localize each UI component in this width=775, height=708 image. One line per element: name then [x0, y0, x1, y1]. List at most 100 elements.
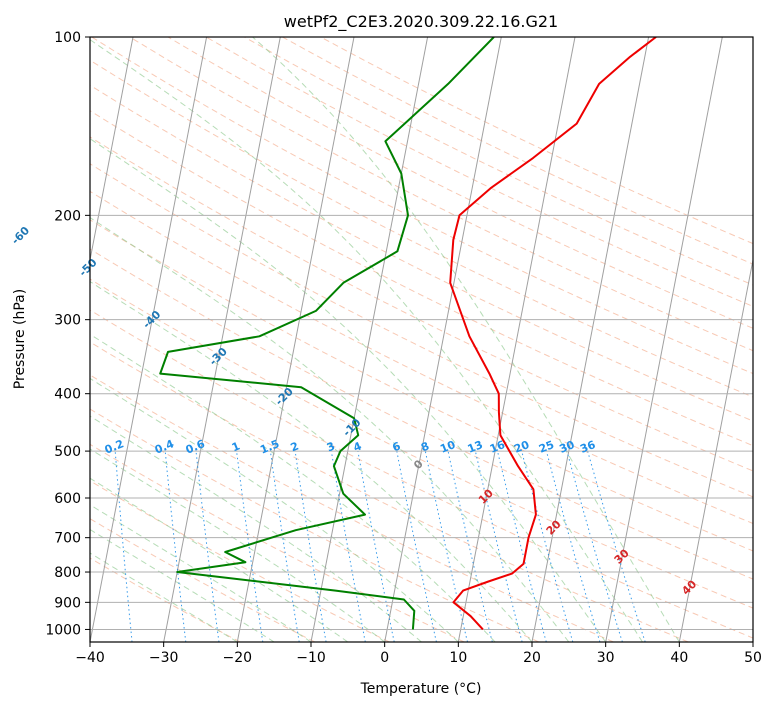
x-axis-label: Temperature (°C)	[360, 681, 482, 697]
dry-adiabat	[90, 480, 390, 642]
dry-adiabat	[90, 518, 315, 642]
mixing-ratio-label: 0.2	[103, 437, 126, 456]
mixing-ratio-line	[474, 450, 523, 642]
dry-adiabat	[90, 443, 465, 642]
isotherm-label: 0	[411, 457, 426, 472]
chart-title: wetPf2_C2E3.2020.309.22.16.G21	[284, 12, 558, 32]
mixing-ratio-label: 10	[438, 438, 457, 456]
isotherm-label: -40	[140, 308, 163, 331]
y-tick-label: 300	[54, 313, 81, 329]
isotherm	[310, 37, 429, 642]
isotherm	[384, 37, 502, 642]
dry-adiabat	[205, 37, 753, 307]
in-plot-labels: -100-90-80-70-60-50-40-30-20-10010203040…	[9, 224, 700, 598]
isotherm	[90, 37, 134, 263]
mixing-ratio-label: 0.6	[184, 437, 207, 456]
dewpoint-line	[159, 37, 495, 630]
mixing-ratio-line	[114, 451, 133, 642]
mixing-ratio-line	[424, 450, 468, 642]
moist-adiabat	[90, 552, 238, 642]
mixing-ratio-label: 3	[325, 439, 337, 454]
moist-adiabat	[90, 377, 459, 642]
dry-adiabat	[90, 84, 753, 422]
dry-adiabat	[90, 248, 753, 580]
isotherm	[163, 37, 281, 642]
dry-adiabat	[90, 190, 753, 525]
y-tick-label: 800	[54, 565, 81, 581]
plot-frame	[89, 36, 754, 643]
y-tick-label: 700	[54, 531, 81, 547]
mixing-ratio-label: 16	[488, 438, 507, 456]
isotherm	[236, 37, 355, 642]
dry-adiabat	[90, 408, 540, 642]
y-tick-label: 400	[54, 387, 81, 403]
y-tick-label: 100	[54, 30, 81, 46]
dry-adiabat	[90, 341, 689, 642]
mixing-ratio-line	[587, 450, 646, 642]
x-tick-label: 20	[523, 650, 541, 666]
sounding-traces	[159, 37, 657, 631]
mixing-ratio-line	[236, 451, 264, 642]
mixing-ratio-label: 20	[512, 438, 531, 456]
background-lines	[90, 37, 753, 642]
dry-adiabat	[90, 374, 614, 642]
mixing-ratio-label: 2	[289, 439, 301, 454]
moist-adiabat	[90, 504, 312, 642]
isotherm	[678, 257, 753, 642]
isotherm-label: 10	[476, 486, 496, 506]
isotherm-label: -30	[207, 345, 230, 368]
x-tick-label: 40	[670, 650, 688, 666]
mixing-ratio-label: 0.4	[153, 437, 176, 456]
temperature-line	[449, 37, 657, 631]
isotherm	[752, 639, 753, 642]
mixing-ratio-label: 4	[352, 439, 364, 454]
dry-adiabat	[91, 37, 753, 375]
moist-adiabat	[90, 217, 570, 642]
dry-adiabat	[90, 110, 753, 447]
mixing-ratio-label: 8	[419, 439, 431, 454]
mixing-ratio-line	[164, 451, 187, 642]
y-axis-label: Pressure (hPa)	[12, 289, 28, 389]
moist-adiabat	[252, 37, 680, 642]
x-tick-label: −10	[296, 650, 326, 666]
dry-adiabat	[90, 557, 241, 642]
isotherm-label: 40	[679, 577, 699, 597]
x-tick-label: 30	[597, 650, 615, 666]
dry-adiabat	[244, 37, 753, 286]
isotherm-label: -10	[340, 416, 363, 439]
mixing-ratio-label: 25	[537, 438, 556, 456]
isotherm-label: 20	[544, 517, 564, 537]
moist-adiabat	[90, 39, 643, 642]
mixing-ratio-line	[545, 450, 601, 642]
dry-adiabat	[90, 59, 753, 398]
moist-adiabat	[90, 477, 349, 642]
moist-adiabat	[90, 448, 385, 642]
isotherm-label: -20	[273, 385, 296, 408]
isotherm	[457, 37, 576, 642]
mixing-ratio-line	[195, 451, 220, 642]
dry-adiabat	[282, 37, 753, 265]
isotherm-label: -60	[9, 224, 32, 247]
x-tick-label: 10	[449, 650, 467, 666]
dry-adiabat	[90, 278, 753, 609]
y-tick-label: 600	[54, 491, 81, 507]
dry-adiabat	[129, 37, 753, 352]
y-tick-label: 200	[54, 208, 81, 224]
mixing-ratio-label: 1	[230, 439, 242, 454]
x-tick-label: −40	[75, 650, 105, 666]
x-axis-ticks: −40 −30 −20 −10 0 10 20 30 40 50	[75, 642, 762, 666]
isotherm	[605, 37, 723, 642]
mixing-ratio-line	[330, 451, 366, 642]
dry-adiabat	[90, 163, 753, 498]
isotherm	[531, 37, 650, 642]
mixing-ratio-label: 36	[578, 438, 597, 456]
isotherm	[90, 37, 208, 642]
mixing-ratio-line	[521, 450, 574, 642]
mixing-ratio-line	[269, 451, 300, 642]
mixing-ratio-line	[357, 451, 395, 642]
dry-adiabat	[320, 37, 753, 245]
x-tick-label: 0	[380, 650, 389, 666]
moist-adiabat	[90, 138, 607, 642]
y-axis-ticks: 1000 900 800 700 600 500 400 300 200 100	[45, 30, 90, 638]
